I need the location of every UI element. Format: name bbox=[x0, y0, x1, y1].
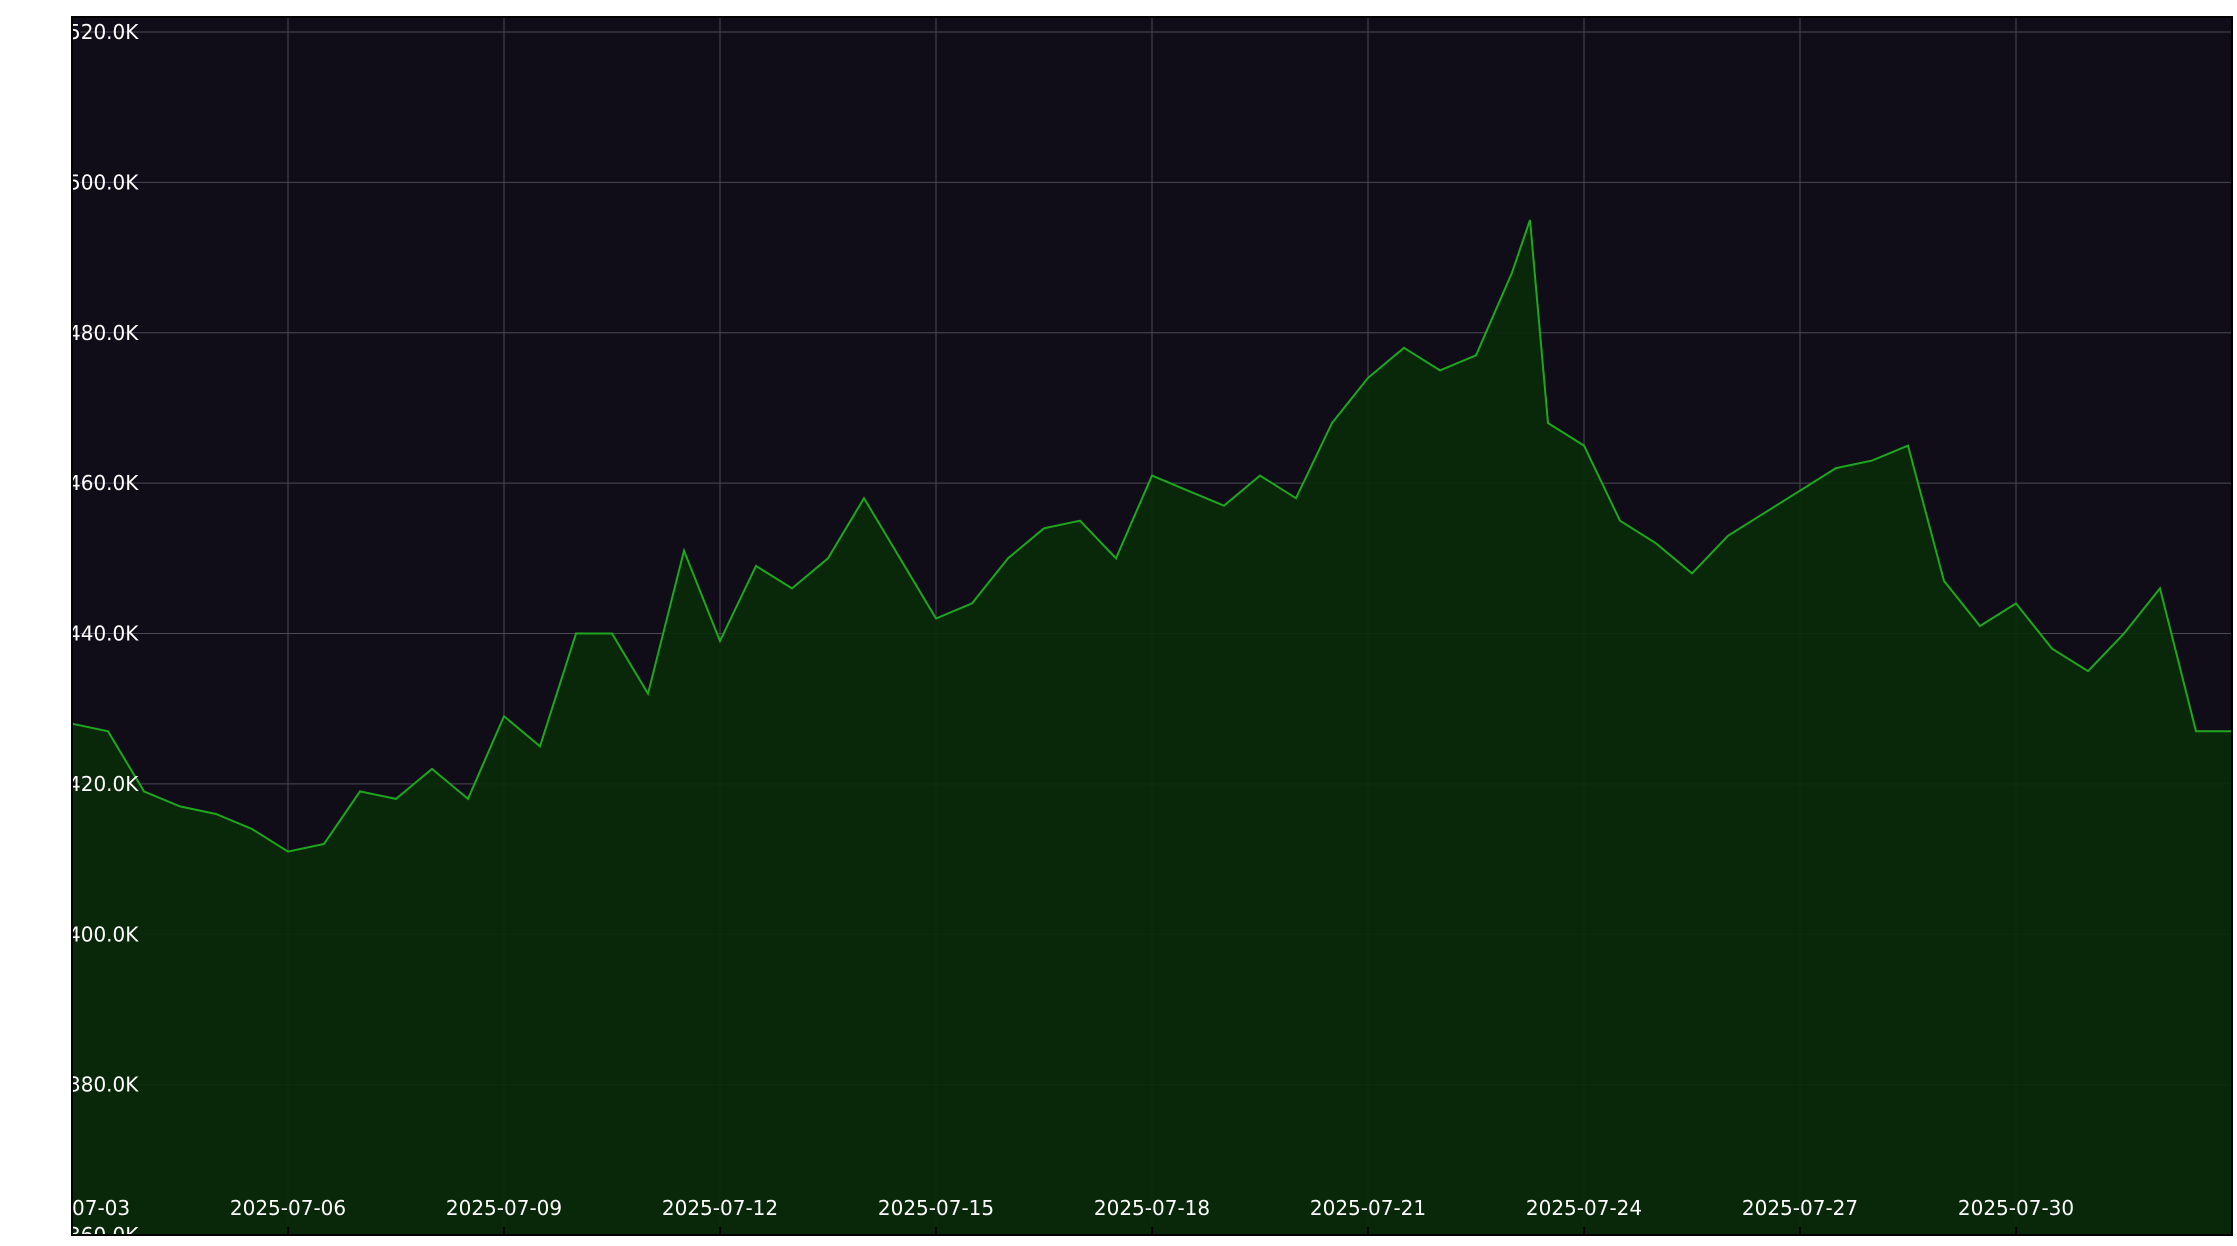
y-tick-label: 500.0K bbox=[68, 170, 139, 194]
x-tick-label: 2025-07-09 bbox=[446, 1196, 562, 1220]
y-tick-label: 480.0K bbox=[68, 321, 139, 345]
plot-frame bbox=[71, 16, 2233, 1236]
x-tick-label: 07-03 bbox=[72, 1196, 130, 1220]
y-tick-label: 400.0K bbox=[68, 922, 139, 946]
y-tick-label: 380.0K bbox=[68, 1073, 139, 1097]
x-tick-label: 2025-07-18 bbox=[1094, 1196, 1210, 1220]
x-tick-label: 2025-07-30 bbox=[1958, 1196, 2074, 1220]
series-area bbox=[72, 220, 2232, 1235]
x-tick-label: 2025-07-06 bbox=[230, 1196, 346, 1220]
y-tick-label: 440.0K bbox=[68, 622, 139, 646]
x-tick-label: 2025-07-12 bbox=[662, 1196, 778, 1220]
y-tick-label: 420.0K bbox=[68, 772, 139, 796]
x-tick-label: 2025-07-21 bbox=[1310, 1196, 1426, 1220]
y-tick-label: 520.0K bbox=[68, 20, 139, 44]
y-axis: 360.0K380.0K400.0K420.0K440.0K460.0K480.… bbox=[68, 20, 139, 1246]
x-tick-label: 2025-07-15 bbox=[878, 1196, 994, 1220]
x-tick-label: 2025-07-24 bbox=[1526, 1196, 1642, 1220]
y-tick-label: 460.0K bbox=[68, 471, 139, 495]
x-axis: 07-03 2025-07-06 2025-07-09 2025-07-12 2025-… bbox=[71, 1196, 2074, 1235]
series-line bbox=[71, 219, 2232, 853]
x-tick-label: 2025-07-27 bbox=[1742, 1196, 1858, 1220]
